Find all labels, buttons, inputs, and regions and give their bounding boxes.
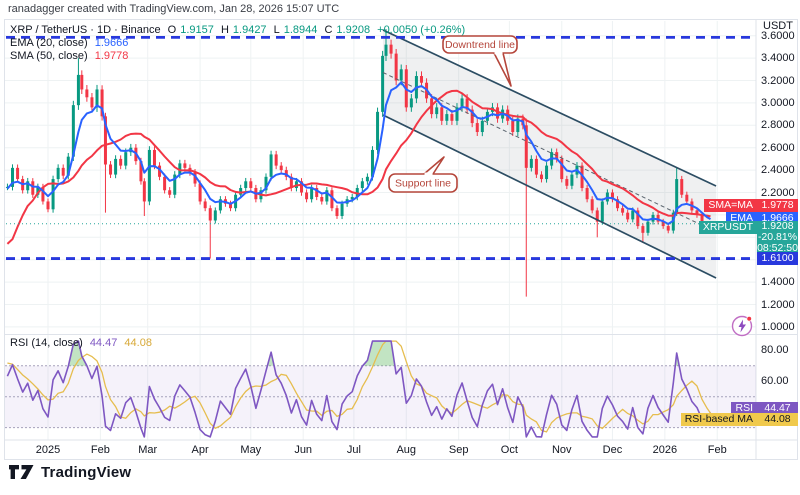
rsi-ma-value-label: RSI-based MA 44.08 <box>680 413 798 426</box>
level-price-value: 1.6100 <box>757 252 798 265</box>
rsi-ma-tag: RSI-based MA <box>680 413 757 426</box>
close-label: C <box>324 24 333 36</box>
rsi-legend[interactable]: RSI (14, close) 44.47 44.08 <box>10 337 156 349</box>
flash-button[interactable] <box>730 313 755 338</box>
rsi-ma-legend-value: 44.08 <box>124 337 152 349</box>
bar-countdown: 08:52:50 <box>757 242 798 254</box>
candles <box>5 28 712 297</box>
sma-legend-label: SMA (50, close) <box>10 50 88 62</box>
support-line-callout[interactable]: Support line <box>388 156 458 193</box>
sma-price-tag: SMA=MA <box>704 199 757 212</box>
downtrend-channel-fill[interactable] <box>382 29 717 278</box>
high-label: H <box>220 24 229 36</box>
downtrend-line[interactable] <box>382 29 717 187</box>
sma-price-label: SMA=MA 1.9778 <box>704 199 798 212</box>
attribution-text: ranadagger created with TradingView.com,… <box>8 3 340 15</box>
rsi-tag: RSI <box>731 402 757 415</box>
gridlines <box>5 21 756 440</box>
rsi-pane <box>5 340 756 438</box>
ema-legend[interactable]: EMA (20, close) 1.9666 <box>10 37 132 49</box>
rsi-value: 44.47 <box>757 402 798 415</box>
sma-price-value: 1.9778 <box>757 199 798 212</box>
rsi-legend-value: 44.47 <box>89 337 118 349</box>
sma-legend[interactable]: SMA (50, close) 1.9778 <box>10 50 132 62</box>
price-scale-unit: USDT <box>763 20 793 32</box>
rsi-ma-line <box>7 340 712 433</box>
downtrend-line-callout[interactable]: Downtrend line <box>442 35 518 87</box>
channel-midline <box>382 72 717 233</box>
sma-legend-value: 1.9778 <box>94 50 129 62</box>
rsi-legend-label: RSI (14, close) <box>10 337 83 349</box>
open-value: 1.9157 <box>180 24 214 36</box>
lightning-icon <box>731 315 753 337</box>
symbol-price-tag: XRPUSDT <box>698 221 757 234</box>
rsi-ma-value: 44.08 <box>757 413 798 426</box>
ema-legend-value: 1.9666 <box>94 37 129 49</box>
high-value: 1.9427 <box>232 24 267 36</box>
tradingview-wordmark: TradingView <box>41 463 132 481</box>
support-line[interactable] <box>382 114 717 279</box>
ema-legend-label: EMA (20, close) <box>10 37 88 49</box>
low-value: 1.8944 <box>283 24 318 36</box>
svg-text:Downtrend line: Downtrend line <box>445 39 515 51</box>
symbol-title: XRP / TetherUS · 1D · Binance <box>10 24 161 36</box>
change-value: +0.0050 (+0.26%) <box>377 24 466 36</box>
last-price-change: -20.81% <box>757 231 798 243</box>
ema-20-line <box>6 81 711 225</box>
svg-text:Support line: Support line <box>395 178 451 190</box>
level-price-label: 1.6100 <box>757 252 798 265</box>
downtrend-channel[interactable] <box>382 29 717 279</box>
last-price-label: XRPUSDT 1.9208 -20.81% 08:52:50 <box>698 220 798 254</box>
close-value: 1.9208 <box>336 24 371 36</box>
open-label: O <box>167 24 177 36</box>
rsi-line <box>6 340 712 438</box>
last-price-value: 1.9208 <box>761 220 794 232</box>
tradingview-logo[interactable]: TradingView <box>8 462 131 482</box>
tradingview-mark-icon <box>9 465 34 479</box>
rsi-value-label: RSI 44.47 <box>731 402 798 415</box>
low-label: L <box>273 24 280 36</box>
